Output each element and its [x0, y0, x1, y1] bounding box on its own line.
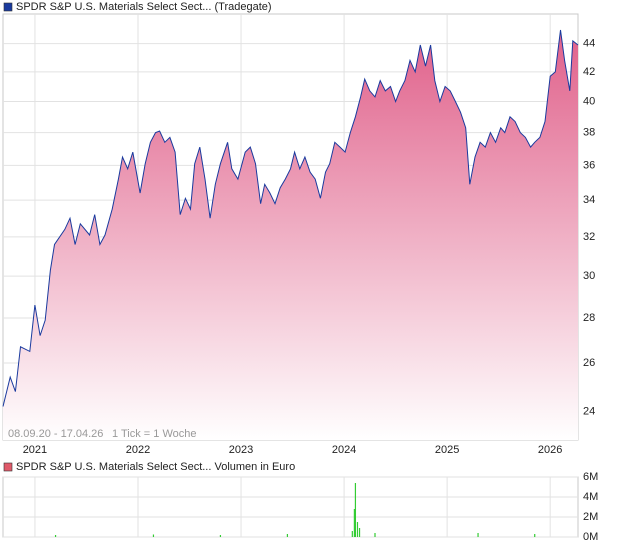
x-tick-label: 2026: [538, 444, 562, 456]
volume-bar: [353, 509, 355, 537]
y-tick-label: 42: [583, 66, 595, 78]
volume-bar: [351, 531, 353, 537]
tick-note: 1 Tick = 1 Woche: [112, 428, 196, 440]
volume-bar: [286, 534, 289, 537]
volume-bar: [354, 483, 357, 537]
legend-swatch: [3, 462, 13, 472]
volume-bar: [152, 534, 155, 537]
price-line: [2, 29, 579, 407]
x-tick-label: 2021: [23, 444, 47, 456]
area-fill: [3, 30, 578, 440]
volume-bar: [374, 533, 376, 537]
volume-bar: [477, 533, 479, 537]
y-tick-label: 26: [583, 357, 595, 369]
volume-bar: [358, 528, 361, 537]
y-tick-label: 2M: [583, 511, 598, 523]
y-tick-label: 38: [583, 127, 595, 139]
y-tick-label: 32: [583, 231, 595, 243]
volume-bar: [356, 522, 359, 537]
volume-bar: [534, 534, 536, 537]
legend-swatch: [3, 2, 13, 12]
plot-frame: [2, 476, 579, 538]
x-tick-label: 2025: [435, 444, 459, 456]
y-tick-label: 30: [583, 270, 595, 282]
date-range: 08.09.20 - 17.04.26: [8, 428, 103, 440]
legend-label: SPDR S&P U.S. Materials Select Sect... V…: [16, 461, 295, 473]
x-tick-label: 2023: [229, 444, 253, 456]
volume-bar: [54, 535, 57, 537]
y-tick-label: 36: [583, 159, 595, 171]
y-tick-label: 28: [583, 312, 595, 324]
y-tick-label: 24: [583, 405, 595, 417]
y-tick-label: 44: [583, 38, 595, 50]
x-tick-label: 2024: [332, 444, 356, 456]
x-tick-label: 2022: [126, 444, 150, 456]
y-tick-label: 0M: [583, 531, 598, 543]
volume-bar: [219, 535, 222, 537]
y-tick-label: 34: [583, 194, 595, 206]
y-tick-label: 4M: [583, 491, 598, 503]
y-tick-label: 6M: [583, 471, 598, 483]
legend-label: SPDR S&P U.S. Materials Select Sect... (…: [16, 1, 272, 13]
y-tick-label: 40: [583, 95, 595, 107]
